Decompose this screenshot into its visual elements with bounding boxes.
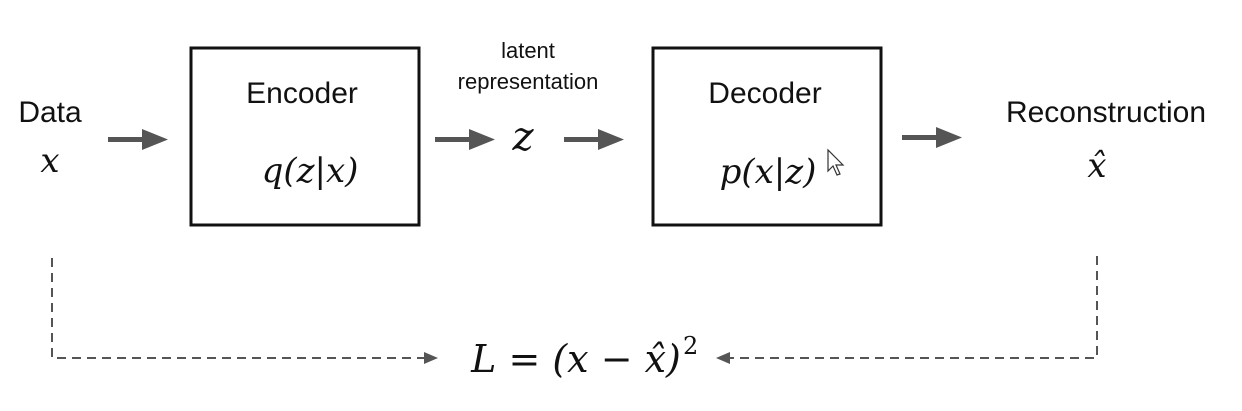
loss-formula-exponent: 2 (683, 332, 698, 360)
latent-label-line1: latent (501, 38, 555, 63)
loss-path-left (51, 258, 426, 359)
loss-path-right (728, 256, 1098, 359)
decoder-box (651, 46, 883, 227)
arrow-input-to-encoder (108, 129, 168, 150)
arrow-encoder-to-latent (435, 129, 495, 150)
loss-arrowhead-right (716, 352, 730, 364)
encoder-block: Encoder q(z|x) (189, 46, 421, 227)
decoder-title: Decoder (708, 77, 821, 110)
encoder-formula: q(z|x) (262, 151, 359, 191)
output-label: Reconstruction (1006, 96, 1206, 129)
arrow-decoder-to-output (902, 127, 962, 148)
arrow-latent-to-decoder (564, 129, 624, 150)
output-symbol: x̂ (1087, 146, 1106, 186)
latent-label-line2: representation (458, 69, 599, 94)
loss-arrowhead-left (424, 352, 438, 364)
loss-formula: L = (x − x̂) 2 (470, 332, 698, 381)
encoder-title: Encoder (246, 77, 358, 110)
decoder-block: Decoder p(x|z) (651, 46, 883, 227)
decoder-formula: p(x|z) (720, 152, 817, 192)
mouse-cursor-icon (827, 148, 845, 176)
latent-symbol: z (511, 114, 534, 160)
input-label: Data (18, 96, 82, 129)
loss-formula-main: L = (x − x̂) (470, 337, 681, 381)
encoder-box (189, 46, 421, 227)
input-symbol: x (40, 141, 59, 181)
